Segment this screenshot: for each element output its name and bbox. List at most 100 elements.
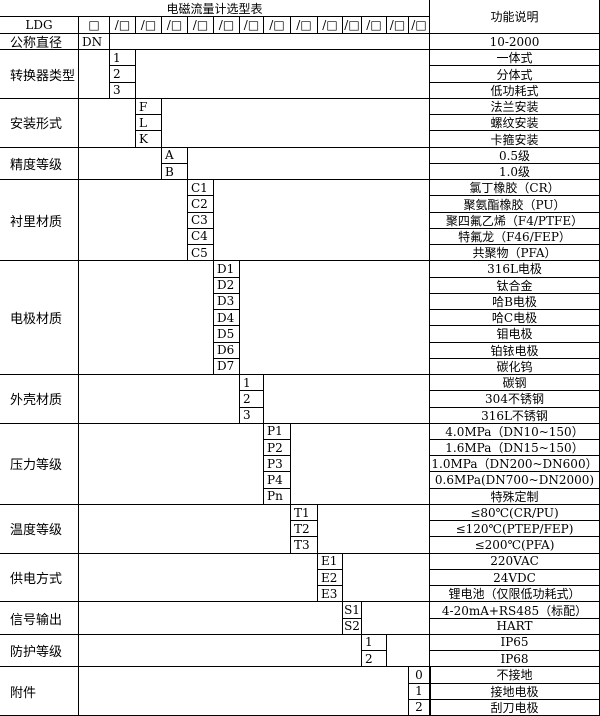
code-cell: P4 [264, 472, 291, 489]
code-cell: C2 [188, 196, 214, 213]
code-cell: 3 [240, 407, 264, 424]
code-cell: 1 [240, 375, 264, 392]
code-cell: P2 [264, 440, 291, 457]
description-cell: 螺纹安装 [430, 115, 600, 132]
code-cell: 1 [362, 634, 387, 652]
description-cell: 4.0MPa（DN10~150） [430, 423, 600, 440]
code-cell: Pn [264, 488, 291, 505]
code-cell: E1 [318, 553, 343, 570]
code-cell: F [136, 98, 162, 116]
code-cell: P3 [264, 456, 291, 473]
description-cell: 1.0MPa（DN200~DN600） [430, 456, 600, 473]
code-cell: B [162, 163, 188, 181]
description-cell: 钛合金 [430, 277, 600, 294]
blank-cell [162, 98, 430, 148]
code-cell: 2 [362, 651, 387, 668]
group-label: 信号输出 [0, 602, 79, 635]
blank-cell [79, 147, 162, 181]
code-cell: 2 [240, 391, 264, 408]
description-cell: 碳钢 [430, 375, 600, 392]
code-cell: T3 [291, 537, 318, 554]
description-cell: ≤200℃(PFA) [430, 537, 600, 554]
description-cell: 24VDC [430, 569, 600, 587]
blank-cell [79, 98, 136, 148]
code-cell: C1 [188, 180, 214, 197]
description-cell: 刮刀电极 [430, 699, 600, 716]
description-cell: 聚四氟乙烯（F4/PTFE） [430, 212, 600, 229]
description-cell: 碳化钨 [430, 358, 600, 376]
code-slot: /□ [291, 17, 318, 34]
group-label: 外壳材质 [0, 375, 79, 424]
code-cell: K [136, 131, 162, 148]
blank-cell [387, 634, 430, 668]
code-slot: /□ [162, 17, 188, 34]
blank-cell [79, 602, 343, 635]
group-label: 衬里材质 [0, 180, 79, 262]
description-cell: HART [430, 618, 600, 635]
blank-cell [240, 261, 430, 376]
description-cell: 316L电极 [430, 261, 600, 278]
model-prefix: LDG [0, 17, 79, 34]
code-cell: 1 [110, 50, 136, 67]
blank-cell [79, 50, 110, 99]
description-cell: 一体式 [430, 50, 600, 67]
description-cell: 钼电极 [430, 326, 600, 343]
blank-cell [79, 261, 214, 376]
code-cell: D6 [214, 342, 240, 359]
code-cell: C5 [188, 245, 214, 262]
description-cell: 分体式 [430, 66, 600, 83]
code-cell: T1 [291, 504, 318, 522]
code-slot: /□ [264, 17, 291, 34]
code-slot: /□ [343, 17, 362, 34]
description-cell: 1.6MPa（DN15~150） [430, 440, 600, 457]
code-slot: /□ [188, 17, 214, 34]
description-cell: 特氟龙（F46/FEP） [430, 228, 600, 246]
description-cell: 卡箍安装 [430, 131, 600, 148]
code-slot: /□ [318, 17, 343, 34]
blank-cell [79, 504, 291, 554]
description-cell: IP65 [430, 634, 600, 652]
description-cell: 0.5级 [430, 147, 600, 164]
code-slot: /□ [214, 17, 240, 34]
blank-cell [79, 180, 188, 262]
code-cell: 2 [409, 699, 430, 716]
code-cell: C4 [188, 228, 214, 246]
description-cell: 不接地 [430, 667, 600, 684]
code-cell: S2 [343, 618, 362, 635]
group-label: 转换器类型 [0, 50, 79, 99]
blank-cell [214, 180, 430, 262]
description-cell: ≤120℃(PTEP/FEP) [430, 521, 600, 538]
description-cell: 接地电极 [430, 683, 600, 700]
code-slot: /□ [362, 17, 387, 34]
blank-cell [343, 553, 430, 603]
description-cell: 氯丁橡胶（CR） [430, 180, 600, 197]
description-cell: 铂铱电极 [430, 342, 600, 359]
description-cell: 聚氨酯橡胶（PU） [430, 196, 600, 213]
description-cell: 304不锈钢 [430, 391, 600, 408]
description-cell: 4-20mA+RS485（标配） [430, 602, 600, 619]
code-cell: T2 [291, 521, 318, 538]
blank-cell [79, 667, 409, 716]
group-label: 公称直径 [0, 34, 79, 51]
blank-cell [79, 375, 240, 424]
code-cell: D4 [214, 310, 240, 327]
blank-cell [79, 634, 362, 668]
table-title: 电磁流量计选型表 [0, 0, 430, 17]
code-cell: E2 [318, 569, 343, 587]
code-cell: C3 [188, 212, 214, 229]
group-label: 压力等级 [0, 423, 79, 505]
code-cell: D7 [214, 358, 240, 376]
code-slot: /□ [409, 17, 430, 34]
description-cell: 特殊定制 [430, 488, 600, 505]
description-cell: 法兰安装 [430, 98, 600, 116]
blank-cell [79, 423, 264, 505]
blank-cell [362, 602, 430, 635]
slot-first: □ [79, 17, 110, 34]
blank-cell [291, 423, 430, 505]
blank-cell [110, 34, 430, 51]
code-cell: E3 [318, 586, 343, 603]
code-slot: /□ [387, 17, 409, 34]
description-cell: IP68 [430, 651, 600, 668]
description-cell: 316L不锈钢 [430, 407, 600, 424]
code-cell: D5 [214, 326, 240, 343]
